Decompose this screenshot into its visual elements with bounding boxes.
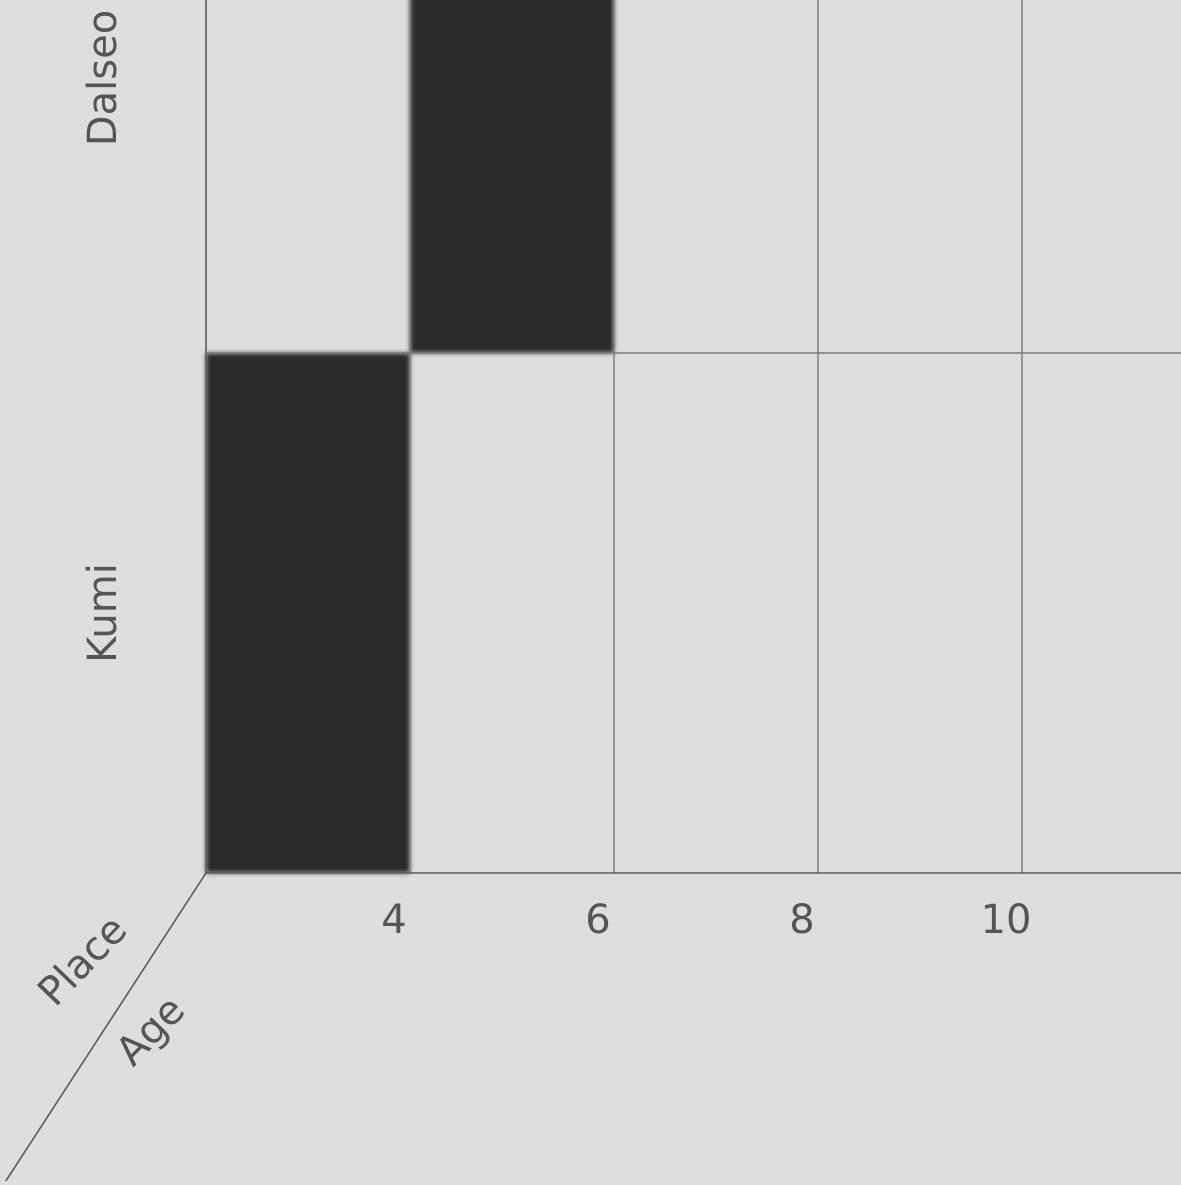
x-tick-label-4: 4 <box>381 897 406 943</box>
grid-layer <box>206 0 1181 873</box>
row-label-kumi: Kumi <box>80 563 126 663</box>
y-axis-title: Place <box>29 907 136 1015</box>
x-tick-label-10: 10 <box>981 897 1032 943</box>
x-tick-label-6: 6 <box>585 897 610 943</box>
x-tick-label-8: 8 <box>789 897 814 943</box>
bars-layer <box>206 0 614 873</box>
x-axis-title: Age <box>107 987 194 1075</box>
corner-diagonal-line <box>2 872 207 1185</box>
bar-dalseo <box>410 0 614 353</box>
row-label-dalseo: Dalseo <box>80 10 126 146</box>
bar-kumi <box>206 353 410 873</box>
